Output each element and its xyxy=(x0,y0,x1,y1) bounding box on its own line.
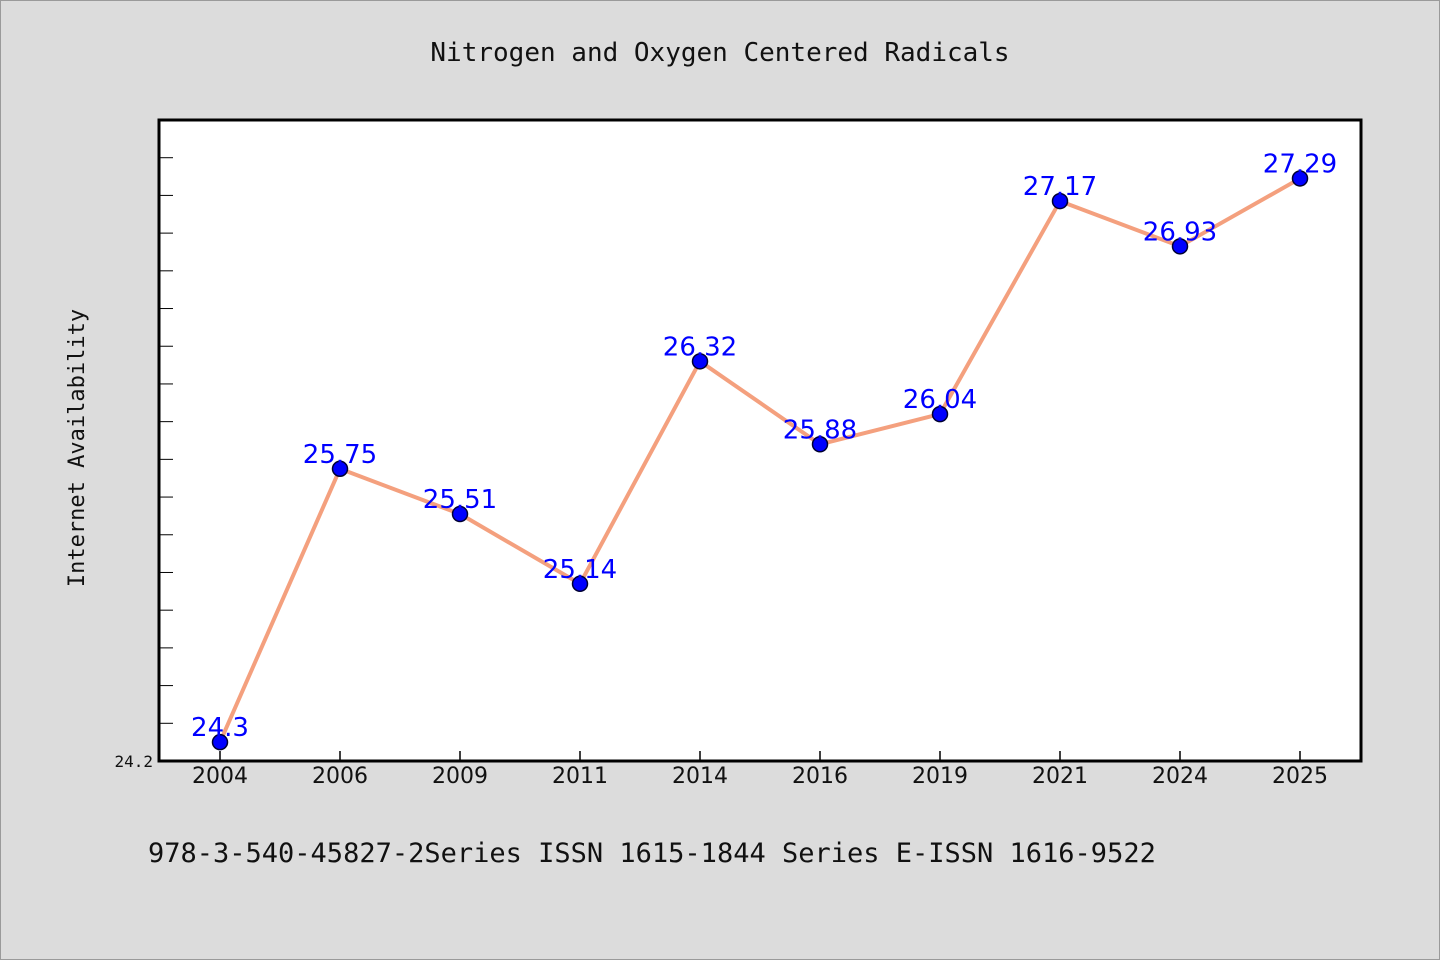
x-axis-ticks: 2004 2006 2009 2011 2014 2016 2019 2021 2024 2025 xyxy=(192,751,1328,789)
data-point xyxy=(931,405,949,423)
y-tick-label: 24.2 xyxy=(114,752,153,771)
plot-area xyxy=(157,118,1363,763)
data-label: 25.51 xyxy=(423,485,497,515)
x-tick-label: 2025 xyxy=(1272,764,1328,789)
data-point xyxy=(1171,238,1189,255)
data-point xyxy=(691,353,709,370)
x-tick-label: 2006 xyxy=(312,764,368,789)
series-line xyxy=(218,176,1301,743)
x-tick-label: 2021 xyxy=(1032,764,1088,789)
series-group: 24.3 25.75 25.51 25.14 26.32 25.88 26.04 27.17 2… xyxy=(191,149,1337,751)
x-tick-label: 2016 xyxy=(792,764,848,789)
data-point xyxy=(1291,170,1309,187)
data-label: 25.88 xyxy=(783,415,857,445)
data-point xyxy=(331,460,349,478)
y-axis-label: Internet Availability xyxy=(65,309,90,587)
data-point xyxy=(211,733,229,751)
footer-text: 978-3-540-45827-2Series ISSN 1615-1844 S… xyxy=(148,838,1156,869)
x-tick-label: 2009 xyxy=(432,764,488,789)
data-label: 26.32 xyxy=(663,332,737,362)
data-label: 26.93 xyxy=(1143,217,1217,247)
data-label: 27.17 xyxy=(1023,172,1097,202)
x-tick-label: 2004 xyxy=(192,764,248,789)
x-tick-label: 2011 xyxy=(552,764,608,789)
data-point xyxy=(571,575,589,593)
y-axis-ticks xyxy=(159,157,173,724)
x-tick-label: 2024 xyxy=(1152,764,1208,789)
data-label: 25.75 xyxy=(303,440,377,470)
x-tick-label: 2019 xyxy=(912,764,968,789)
data-point xyxy=(1051,192,1069,210)
data-label: 26.04 xyxy=(903,385,977,415)
x-tick-label: 2014 xyxy=(672,764,728,789)
chart-title: Nitrogen and Oxygen Centered Radicals xyxy=(430,38,1009,68)
data-label: 25.14 xyxy=(543,555,617,585)
data-label: 24.3 xyxy=(191,713,249,743)
data-point xyxy=(451,505,469,523)
data-point xyxy=(811,436,829,453)
data-label: 27.29 xyxy=(1263,149,1337,179)
